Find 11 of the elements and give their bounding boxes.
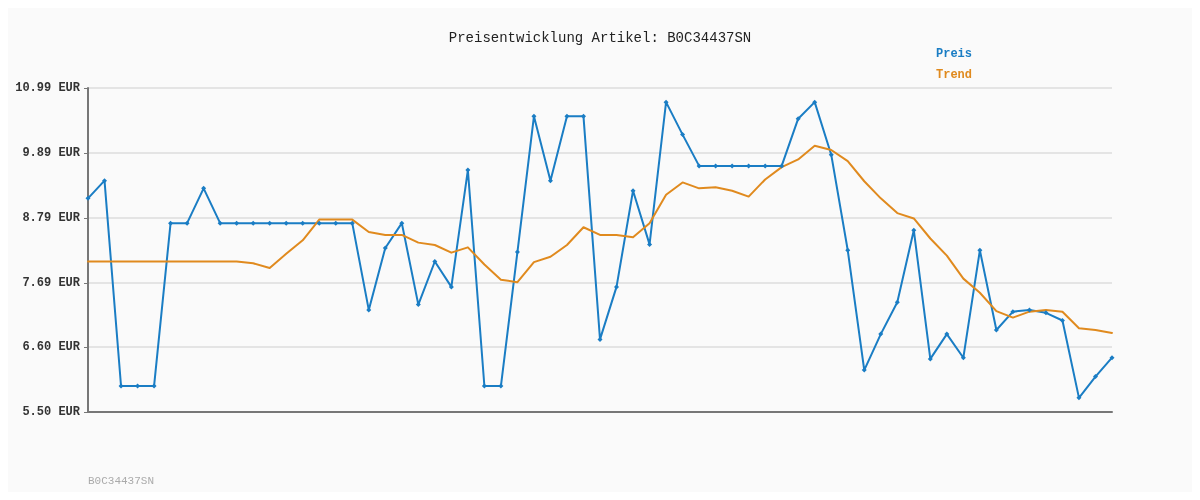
y-tick-label: 9.89 EUR	[22, 145, 81, 160]
y-tick-label: 10.99 EUR	[15, 81, 81, 95]
y-tick-label: 5.50 EUR	[22, 405, 81, 419]
text: Preis	[935, 47, 973, 61]
y-tick-label: 7.69 EUR	[22, 275, 81, 290]
y-tick-label: 6.60 EUR	[22, 340, 81, 355]
chart-title: Preisentwicklung Artikel: B0C34437SN	[448, 30, 752, 46]
text: Trend	[935, 68, 973, 82]
y-tick-label: 8.79 EUR	[22, 210, 81, 225]
text: B0C34437SN	[88, 474, 155, 487]
line-series	[87, 144, 1113, 334]
